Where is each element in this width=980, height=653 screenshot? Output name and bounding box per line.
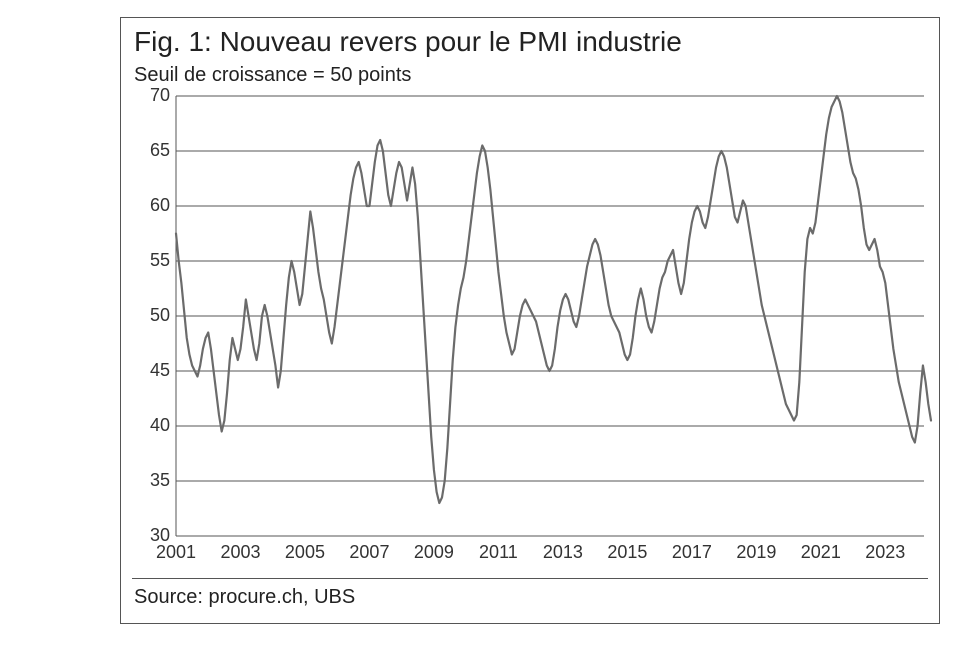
- ytick-label: 40: [134, 415, 170, 436]
- pmi-line: [176, 96, 931, 503]
- xtick-label: 2015: [597, 542, 657, 563]
- xtick-label: 2011: [468, 542, 528, 563]
- xtick-label: 2007: [339, 542, 399, 563]
- xtick-label: 2001: [146, 542, 206, 563]
- xtick-label: 2009: [404, 542, 464, 563]
- xtick-label: 2017: [662, 542, 722, 563]
- xtick-label: 2023: [855, 542, 915, 563]
- chart-title: Fig. 1: Nouveau revers pour le PMI indus…: [134, 26, 682, 58]
- chart-subtitle: Seuil de croissance = 50 points: [134, 64, 411, 87]
- xtick-label: 2021: [791, 542, 851, 563]
- xtick-label: 2005: [275, 542, 335, 563]
- chart-source: Source: procure.ch, UBS: [134, 586, 355, 609]
- ytick-label: 65: [134, 140, 170, 161]
- ytick-label: 35: [134, 470, 170, 491]
- source-separator: [132, 578, 928, 579]
- xtick-label: 2013: [533, 542, 593, 563]
- ytick-label: 60: [134, 195, 170, 216]
- line-chart: [176, 96, 924, 536]
- ytick-label: 55: [134, 250, 170, 271]
- ytick-label: 50: [134, 305, 170, 326]
- ytick-label: 70: [134, 85, 170, 106]
- xtick-label: 2003: [210, 542, 270, 563]
- xtick-label: 2019: [726, 542, 786, 563]
- chart-canvas: { "frame": { "x": 120, "y": 17, "w": 820…: [0, 0, 980, 653]
- ytick-label: 45: [134, 360, 170, 381]
